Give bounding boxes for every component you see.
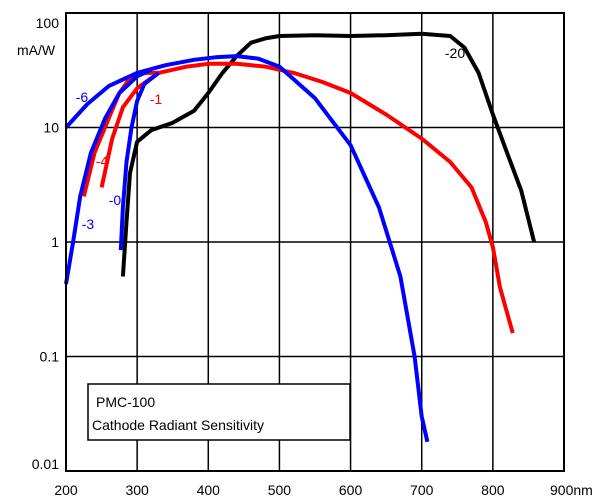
curve-label: -0 xyxy=(109,192,122,208)
y-tick-label: 100 xyxy=(36,15,60,31)
y-tick-label: 0.1 xyxy=(40,349,60,365)
x-tick-label: 200 xyxy=(54,482,78,498)
curve-label: -3 xyxy=(82,216,95,232)
y-tick-label: 10 xyxy=(43,120,59,136)
x-tick-label: 500 xyxy=(268,482,292,498)
legend-frame xyxy=(87,383,351,441)
x-axis-ticks: 200 300 400 500 600 700 800 900nm xyxy=(54,482,592,498)
y-tick-label: 1 xyxy=(51,234,59,250)
legend-line-2: Cathode Radiant Sensitivity xyxy=(92,417,264,433)
curves xyxy=(64,31,537,443)
curve-minus-1 xyxy=(99,61,515,334)
y-tick-label: 0.01 xyxy=(32,456,59,472)
curve-minus-6 xyxy=(64,54,430,443)
x-tick-label: 700 xyxy=(410,482,434,498)
curve-label: -4 xyxy=(96,153,109,169)
curve-labels: -20 -1 -4 -6 -3 -0 xyxy=(76,45,466,232)
curve-minus-3 xyxy=(64,67,153,285)
y-unit-label: mA/W xyxy=(17,42,56,58)
plot-border xyxy=(65,12,565,472)
curve-label: -20 xyxy=(445,45,465,61)
curve-label: -6 xyxy=(76,89,89,105)
legend-box: PMC-100 Cathode Radiant Sensitivity xyxy=(87,383,351,441)
plot-frame xyxy=(65,12,565,472)
x-tick-label: 800 xyxy=(481,482,505,498)
x-tick-label: 400 xyxy=(197,482,221,498)
curve-minus-0 xyxy=(118,71,160,251)
x-tick-label: 300 xyxy=(125,482,149,498)
legend-line-1: PMC-100 xyxy=(96,394,155,410)
y-axis-ticks: 0.01 0.1 1 10 100 xyxy=(32,15,59,472)
x-tick-label: 900nm xyxy=(550,482,593,498)
x-tick-label: 600 xyxy=(339,482,363,498)
curve-minus-20 xyxy=(120,31,537,277)
curve-label: -1 xyxy=(150,91,163,107)
